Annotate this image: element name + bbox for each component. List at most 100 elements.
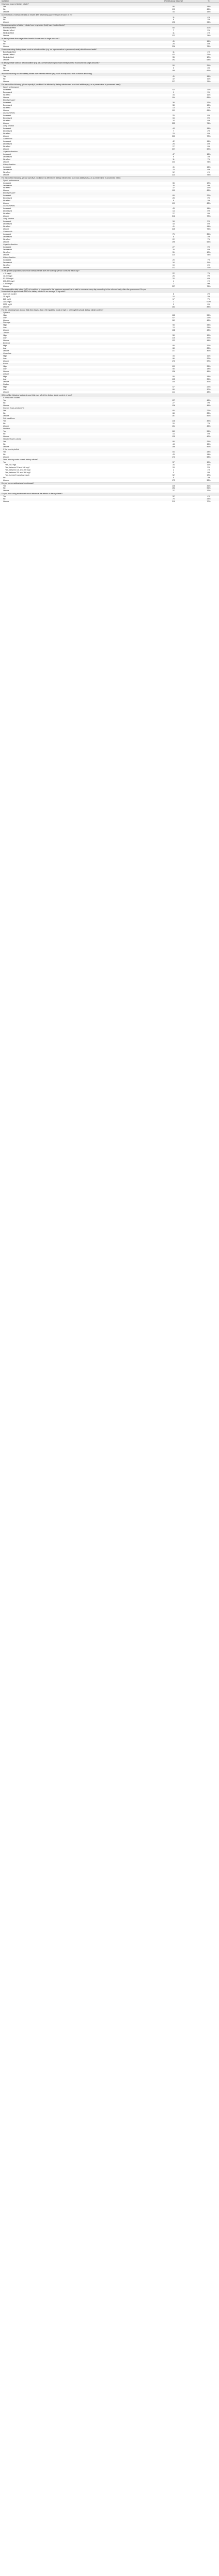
percent-cell	[198, 138, 219, 141]
question-cell: Unsure	[0, 161, 149, 164]
count-cell: 25	[149, 43, 198, 46]
percent-cell: 4%	[198, 496, 219, 498]
count-cell: 34	[149, 355, 198, 358]
answer-subrow: Yes, but don't know how much 52 17%	[0, 474, 219, 477]
question-cell: No effect	[0, 158, 149, 161]
percent-cell: 14%	[198, 140, 219, 143]
subquestion-row: Cognitive function	[0, 151, 219, 154]
percent-cell: 94%	[198, 21, 219, 25]
count-cell: 7	[149, 130, 198, 133]
count-cell	[149, 428, 198, 431]
question-cell: 15 mg/d	[0, 296, 149, 299]
count-cell: 225	[149, 228, 198, 231]
survey-results-table: Question Overall group response % Have y…	[0, 0, 219, 504]
percent-cell	[198, 176, 219, 180]
question-cell: Low	[0, 317, 149, 319]
percent-cell: 8%	[198, 43, 219, 46]
answer-row: Increased 41 14%	[0, 166, 219, 169]
count-cell: 65	[149, 195, 198, 198]
percent-cell: 3%	[198, 200, 219, 203]
answer-row: Unsure 264 88%	[0, 306, 219, 309]
question-cell: Unsure	[0, 80, 149, 84]
percent-cell: 16%	[198, 153, 219, 156]
count-cell: 68	[149, 347, 198, 350]
percent-cell: 29%	[198, 441, 219, 444]
answer-row: No effect 27 9%	[0, 145, 219, 149]
count-cell	[149, 164, 198, 167]
answer-row: Yes 50 31%	[0, 64, 219, 68]
question-cell: If it has been cooked	[0, 397, 149, 400]
answer-row: Increased 20 7%	[0, 259, 219, 262]
question-cell: No effect	[0, 225, 149, 229]
count-cell	[149, 176, 198, 180]
question-cell: Decreased	[0, 210, 149, 213]
count-cell: 34	[149, 94, 198, 97]
percent-cell: 42%	[198, 435, 219, 439]
answer-row: Unsure 227 76%	[0, 285, 219, 288]
answer-row: Unsure 225 75%	[0, 228, 219, 231]
question-cell: Cognitive function	[0, 151, 149, 154]
percent-cell: 8%	[198, 143, 219, 146]
question-cell: Unsure	[0, 11, 149, 14]
answer-row: Decreased 8 3%	[0, 236, 219, 239]
question-cell: Increased	[0, 233, 149, 236]
count-cell: 1	[149, 283, 198, 286]
count-cell: 199	[149, 202, 198, 205]
percent-cell: 88%	[198, 306, 219, 309]
percent-cell: 77%	[198, 267, 219, 270]
percent-cell: 7%	[198, 259, 219, 262]
count-cell: 125	[149, 435, 198, 439]
answer-row: Increased 38 12%	[0, 102, 219, 105]
percent-cell: 47%	[198, 381, 219, 384]
answer-row: Unsure 195 65%	[0, 241, 219, 244]
answer-row: Increased 44 14%	[0, 127, 219, 131]
answer-row: Unsure 216 72%	[0, 215, 219, 218]
percent-cell: 19%	[198, 335, 219, 337]
subquestion-row: Kidney function	[0, 164, 219, 167]
percent-cell: 46%	[198, 350, 219, 353]
percent-cell	[198, 244, 219, 247]
percent-cell	[198, 256, 219, 260]
answer-row: Unsure 136 45%	[0, 370, 219, 374]
percent-cell	[198, 459, 219, 462]
count-cell	[149, 192, 198, 195]
question-cell: Beetroot	[0, 342, 149, 345]
answer-row: No 152 51%	[0, 488, 219, 490]
question-cell: Decreased	[0, 104, 149, 107]
count-cell	[149, 321, 198, 325]
count-cell: 8	[149, 236, 198, 239]
question-cell: Unsure	[0, 490, 149, 493]
answer-row: 201-300 mg/d 4 1%	[0, 280, 219, 283]
question-cell: Unsure	[0, 446, 149, 449]
count-cell: 25	[149, 143, 198, 146]
percent-cell	[198, 99, 219, 102]
count-cell	[149, 438, 198, 441]
subquestion-row: Kidney function	[0, 256, 219, 260]
answer-row: 51-200 mg/d 20 6%	[0, 278, 219, 281]
question-cell: Cancer risk	[0, 138, 149, 141]
answer-row: Unsure 199 63%	[0, 202, 219, 205]
answer-row: Unsure 190 66%	[0, 70, 219, 73]
percent-cell: 12%	[198, 490, 219, 493]
count-cell: 136	[149, 370, 198, 374]
count-cell	[149, 407, 198, 410]
count-cell	[149, 332, 198, 335]
answer-row: No effect 19 6%	[0, 264, 219, 267]
percent-cell: 78%	[198, 45, 219, 49]
subquestion-row: Season it was produced in	[0, 407, 219, 410]
count-cell	[149, 86, 198, 89]
question-cell: Increased	[0, 127, 149, 131]
percent-cell: 18%	[198, 6, 219, 8]
count-cell: 207	[149, 148, 198, 151]
percent-cell: 22%	[198, 317, 219, 319]
count-cell	[149, 373, 198, 376]
subquestion-row: Fertiliser	[0, 428, 219, 431]
count-cell: 9	[149, 91, 198, 94]
percent-cell: 11%	[198, 355, 219, 358]
question-cell: No effect	[0, 94, 149, 97]
answer-row: No effect 41 14%	[0, 225, 219, 229]
percent-cell: 72%	[198, 215, 219, 218]
question-cell: Yes	[0, 441, 149, 444]
question-cell: Decreased	[0, 223, 149, 226]
percent-cell	[198, 24, 219, 27]
